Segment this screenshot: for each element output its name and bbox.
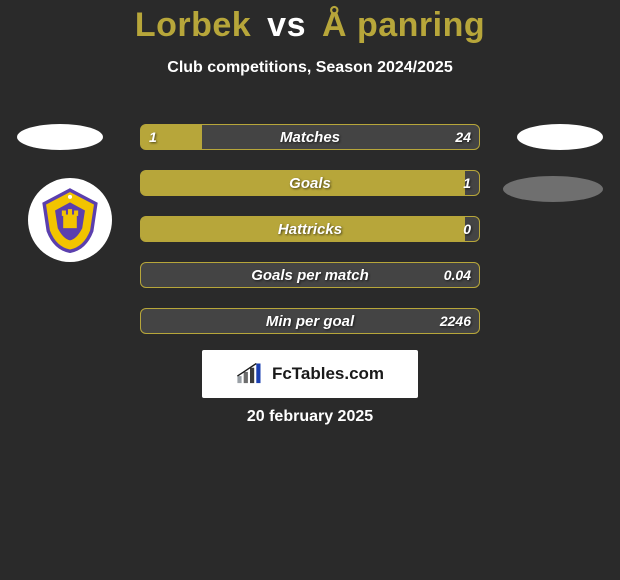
crest-ball [68,195,72,199]
player1-club-crest [28,178,112,262]
comparison-card: Lorbek vs Å panring Club competitions, S… [0,0,620,580]
stat-row: Min per goal2246 [140,308,480,334]
stat-value-right: 2246 [440,309,471,333]
stat-row: Hattricks0 [140,216,480,242]
crest-castle-body [63,215,77,229]
stat-value-right: 0 [463,217,471,241]
stats-bars: 1Matches24 Goals1 Hattricks0 Goals per matc… [140,124,480,354]
snapshot-date: 20 february 2025 [0,408,620,426]
stat-row: Goals per match0.04 [140,262,480,288]
subtitle-text: Club competitions, Season 2024/2025 [0,59,620,77]
stat-value-right: 0.04 [444,263,471,287]
crest-castle-tower [62,210,66,215]
stat-row: 1Matches24 [140,124,480,150]
page-title: Lorbek vs Å panring [0,0,620,45]
player2-club-placeholder [503,176,603,202]
vs-label: vs [267,6,306,44]
crest-castle-tower [74,210,78,215]
stat-row: Goals1 [140,170,480,196]
player2-name: Å panring [322,6,485,44]
player1-name: Lorbek [135,6,251,44]
source-logo-text: FcTables.com [272,364,384,384]
stat-label: Goals per match [141,263,479,287]
stat-value-right: 24 [455,125,471,149]
stat-fill-left [141,171,465,195]
fctables-icon [236,363,264,385]
player2-photo-placeholder [517,124,603,150]
source-logo: FcTables.com [202,350,418,398]
crest-castle-tower [68,209,72,216]
stat-label: Min per goal [141,309,479,333]
player1-photo-placeholder [17,124,103,150]
stat-fill-left [141,217,465,241]
crest-svg [36,186,104,254]
stat-value-left: 1 [149,125,157,149]
stat-value-right: 1 [463,171,471,195]
